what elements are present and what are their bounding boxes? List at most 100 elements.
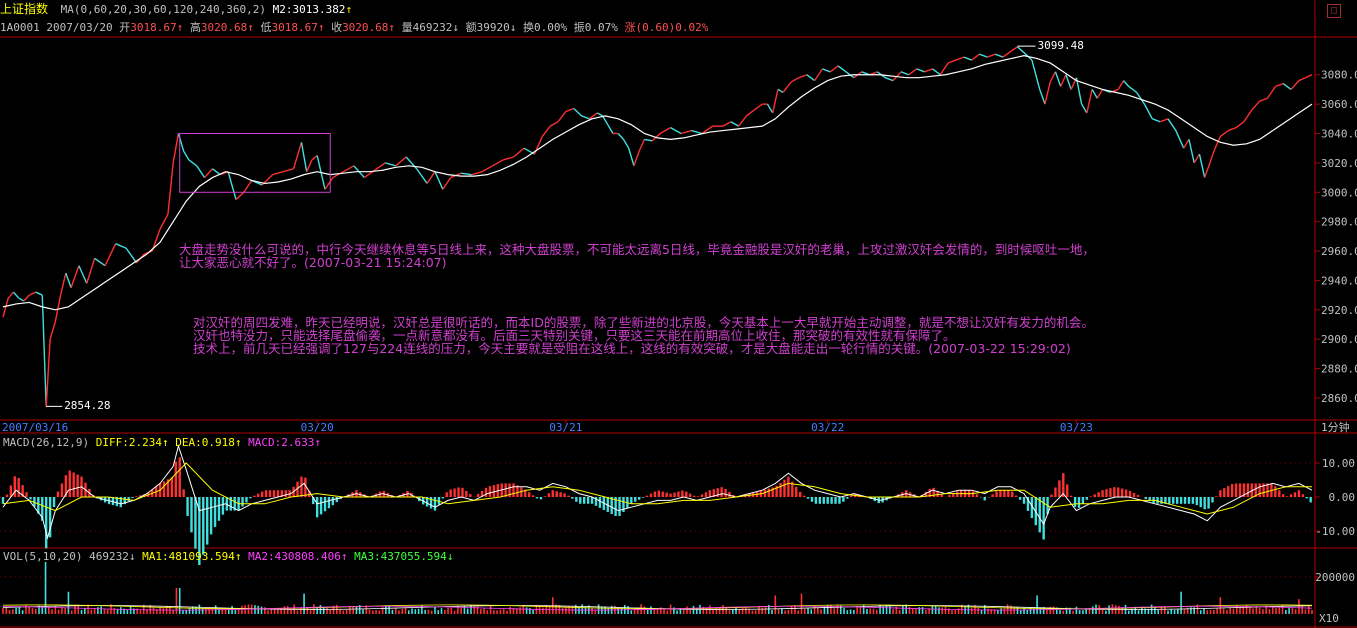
maximize-icon[interactable]: □ xyxy=(1327,4,1341,18)
open-arrow: ↑ xyxy=(176,21,184,34)
index-name: 上证指数 xyxy=(0,2,49,16)
price-segment xyxy=(1193,153,1201,164)
price-ytick-label: 2900.00 xyxy=(1321,333,1357,346)
price-segment xyxy=(1117,80,1125,90)
price-segment xyxy=(167,162,174,215)
ma-label: MA(0,60,20,30,60,120,240,360,2) xyxy=(60,3,266,16)
x-tick-label: 03/21 xyxy=(549,421,582,434)
price-segment xyxy=(565,107,574,113)
price-segment xyxy=(41,295,47,407)
vol-ma2-arrow: ↑ xyxy=(340,550,348,563)
price-segment xyxy=(581,115,590,120)
high-value: 3020.68 xyxy=(200,21,248,34)
price-segment xyxy=(730,121,740,127)
price-segment xyxy=(18,297,25,302)
volume-label: 量 xyxy=(401,21,413,34)
diff-value: 2.234 xyxy=(128,436,162,449)
price-segment xyxy=(829,65,839,73)
price-segment xyxy=(235,191,245,201)
vol-ma3-label: MA3: xyxy=(354,550,381,563)
price-segment xyxy=(782,81,792,93)
price-segment xyxy=(159,213,169,230)
price-segment xyxy=(680,129,692,135)
price-segment xyxy=(963,56,972,61)
price-ytick-label: 2940.00 xyxy=(1321,274,1357,287)
price-segment xyxy=(1275,82,1284,88)
price-segment xyxy=(104,243,117,267)
price-segment xyxy=(994,53,1004,58)
low-label: 低 xyxy=(260,21,272,34)
price-segment xyxy=(1031,59,1041,90)
dea-label: DEA: xyxy=(175,436,202,449)
volume-value: 469232 xyxy=(412,21,453,34)
security-code: 1A0001 xyxy=(0,21,40,34)
vol-ma2-label: MA2: xyxy=(248,550,275,563)
price-segment xyxy=(691,129,703,135)
close-value: 3020.68 xyxy=(342,21,389,34)
price-segment xyxy=(1219,130,1229,137)
price-segment xyxy=(243,180,253,193)
vol-ma1-arrow: ↑ xyxy=(234,550,242,563)
change-label: 涨 xyxy=(624,21,636,34)
price-segment xyxy=(306,159,313,172)
vol-ytick-label: 200000 xyxy=(1315,571,1355,584)
annotation-2-line-1: 对汉奸的周四发难，昨天已经明说，汉奸总是很听话的，而本ID的股票，除了些新进的北… xyxy=(193,315,1094,330)
x-tick-label: 03/20 xyxy=(301,421,334,434)
m2-arrow: ↑ xyxy=(345,3,353,16)
macd-header: MACD(26,12,9) DIFF:2.234↑ DEA:0.918↑ MAC… xyxy=(3,436,321,449)
price-segment xyxy=(416,168,428,184)
vol-value: 469232 xyxy=(89,550,129,563)
price-segment xyxy=(1290,80,1300,90)
price-max-label: 3099.48 xyxy=(1037,39,1084,53)
price-segment xyxy=(955,56,965,61)
price-segment xyxy=(292,142,303,169)
diff-label: DIFF: xyxy=(95,436,129,449)
price-segment xyxy=(332,171,344,179)
amplitude-label: 振 xyxy=(573,21,585,34)
price-segment xyxy=(177,133,185,152)
price-segment xyxy=(78,265,88,284)
price-segment xyxy=(822,68,831,73)
price-segment xyxy=(738,115,748,127)
vol-ma2-value: 430808.406 xyxy=(274,550,341,563)
turnover-value: 0.00% xyxy=(534,21,568,34)
price-segment xyxy=(324,177,334,190)
chart-header-row-1: 上证指数 MA(0,60,20,30,60,120,240,360,2) M2:… xyxy=(0,0,1315,19)
turnover-label: 换 xyxy=(523,21,535,34)
price-segment xyxy=(790,77,800,83)
price-segment xyxy=(434,171,444,190)
vol-unit-label: X10 xyxy=(1319,612,1339,625)
price-segment xyxy=(86,258,96,284)
price-segment xyxy=(12,291,20,299)
vol-ma3-value: 437055.594 xyxy=(380,550,447,563)
price-segment xyxy=(342,165,355,173)
price-segment xyxy=(183,150,190,161)
price-segment xyxy=(23,294,30,302)
price-segment xyxy=(766,103,774,114)
price-segment xyxy=(908,68,918,76)
price-segment xyxy=(772,89,779,114)
change-value: (0.60)0.02% xyxy=(635,21,709,34)
price-segment xyxy=(426,171,436,184)
price-segment xyxy=(492,159,504,167)
open-label: 开 xyxy=(119,21,131,34)
price-segment xyxy=(1143,103,1153,120)
price-segment xyxy=(1049,71,1057,83)
annotation-comment-1: 大盘走势没什么可说的，中行今天继续休息等5日线上来，这种大盘股票，不可能太远离5… xyxy=(179,243,1095,269)
macd-ytick-label: -10.00 xyxy=(1315,525,1355,538)
amount-arrow: ↓ xyxy=(509,21,517,34)
price-segment xyxy=(502,156,514,161)
price-segment xyxy=(1065,74,1072,90)
price-segment xyxy=(461,172,472,176)
price-segment xyxy=(35,291,43,296)
price-segment xyxy=(607,124,614,134)
price-segment xyxy=(1039,89,1046,105)
price-segment xyxy=(1136,91,1146,105)
price-segment xyxy=(227,171,237,200)
price-segment xyxy=(442,177,452,190)
price-segment xyxy=(659,127,671,135)
price-segment xyxy=(204,168,213,179)
price-segment xyxy=(1152,118,1161,123)
price-segment xyxy=(798,74,807,79)
